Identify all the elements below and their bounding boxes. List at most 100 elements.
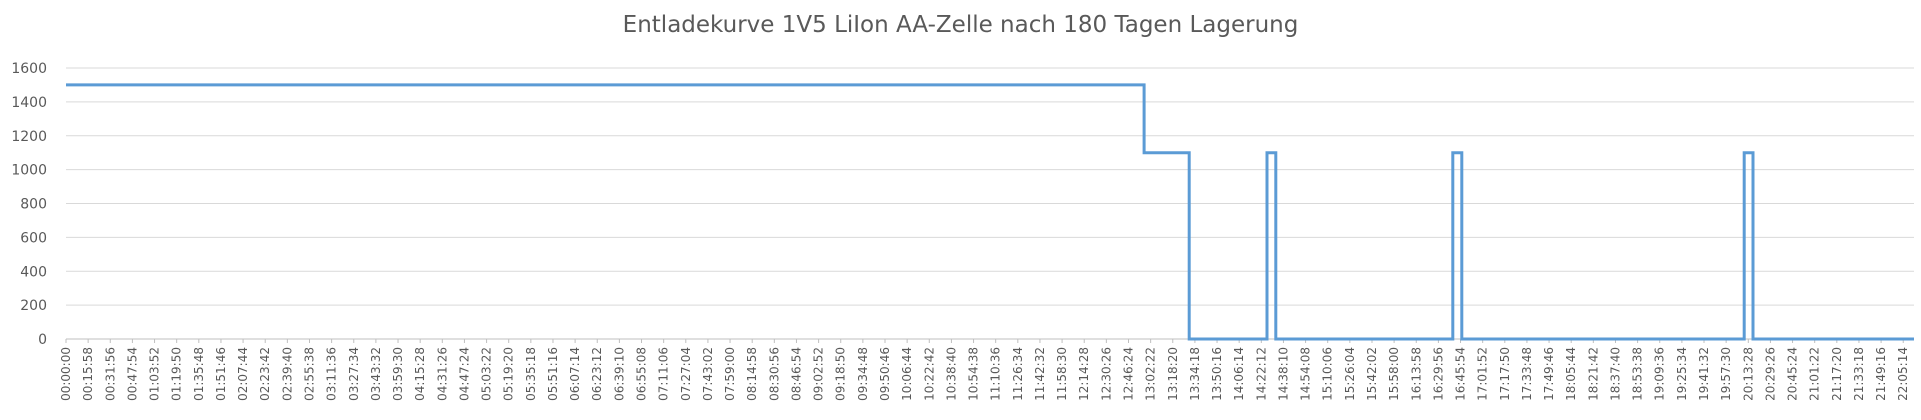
x-tick-label: 21:33:18	[1852, 347, 1866, 401]
x-tick-label: 19:41:32	[1697, 347, 1711, 401]
x-tick-label: 02:07:44	[236, 347, 250, 401]
x-tick-label: 03:11:36	[325, 347, 339, 401]
y-tick-label: 1600	[11, 61, 47, 77]
x-tick-label: 08:46:54	[789, 347, 803, 401]
y-tick-label: 1400	[11, 95, 47, 111]
x-tick-label: 02:39:40	[280, 347, 294, 401]
x-tick-label: 08:14:58	[745, 347, 759, 401]
x-tick-label: 00:15:58	[81, 347, 95, 401]
x-tick-label: 10:06:44	[900, 347, 914, 401]
x-tick-label: 01:03:52	[148, 347, 162, 401]
y-tick-label: 600	[20, 230, 47, 246]
x-tick-label: 15:10:06	[1321, 347, 1335, 401]
x-tick-label: 21:49:16	[1874, 347, 1888, 401]
x-tick-label: 16:13:58	[1409, 347, 1423, 401]
x-tick-label: 11:26:34	[1011, 347, 1025, 401]
y-tick-label: 800	[20, 197, 47, 213]
x-tick-label: 18:53:38	[1631, 347, 1645, 401]
x-tick-label: 13:18:20	[1166, 347, 1180, 401]
x-tick-label: 13:02:22	[1144, 347, 1158, 401]
x-tick-label: 08:30:56	[767, 347, 781, 401]
x-tick-label: 03:27:34	[347, 347, 361, 401]
x-tick-label: 17:01:52	[1476, 347, 1490, 401]
x-tick-label: 04:31:26	[435, 347, 449, 401]
x-tick-label: 06:55:08	[635, 347, 649, 401]
x-tick-label: 20:29:26	[1763, 347, 1777, 401]
x-tick-label: 19:25:34	[1675, 347, 1689, 401]
x-tick-label: 20:13:28	[1741, 347, 1755, 401]
x-tick-label: 19:09:36	[1653, 347, 1667, 401]
x-tick-label: 18:05:44	[1564, 347, 1578, 401]
x-tick-label: 05:35:18	[524, 347, 538, 401]
x-axis-ticks: 00:00:00 00:15:58 00:31:56 00:47:54 01:03:52…	[59, 339, 1910, 401]
y-axis-ticks: 0 200 400 600 800 1000 1200 1400 1600	[11, 61, 47, 348]
x-tick-label: 03:43:32	[369, 347, 383, 401]
x-tick-label: 19:57:30	[1719, 347, 1733, 401]
y-tick-label: 1000	[11, 163, 47, 179]
x-tick-label: 05:03:22	[480, 347, 494, 401]
x-tick-label: 01:35:48	[192, 347, 206, 401]
x-tick-label: 11:10:36	[989, 347, 1003, 401]
x-tick-label: 12:14:28	[1077, 347, 1091, 401]
x-tick-label: 15:26:04	[1343, 347, 1357, 401]
x-tick-label: 04:15:28	[413, 347, 427, 401]
x-tick-label: 00:00:00	[59, 347, 73, 401]
x-tick-label: 02:55:38	[302, 347, 316, 401]
series-layer	[66, 83, 1914, 341]
grid-lines	[66, 67, 1914, 340]
x-tick-label: 16:29:56	[1431, 347, 1445, 401]
x-tick-label: 09:50:46	[878, 347, 892, 401]
y-tick-label: 400	[20, 264, 47, 280]
x-tick-label: 16:45:54	[1454, 347, 1468, 401]
x-tick-label: 10:22:42	[922, 347, 936, 401]
x-tick-label: 14:54:08	[1299, 347, 1313, 401]
x-tick-label: 21:01:22	[1808, 347, 1822, 401]
x-tick-label: 14:22:12	[1254, 347, 1268, 401]
x-tick-label: 11:58:30	[1055, 347, 1069, 401]
x-tick-label: 21:17:20	[1830, 347, 1844, 401]
x-tick-label: 03:59:30	[391, 347, 405, 401]
x-tick-label: 05:19:20	[502, 347, 516, 401]
x-tick-label: 15:58:00	[1387, 347, 1401, 401]
x-tick-label: 07:59:00	[723, 347, 737, 401]
x-tick-label: 22:05:14	[1896, 347, 1910, 401]
x-tick-label: 18:21:42	[1586, 347, 1600, 401]
x-tick-label: 09:34:48	[856, 347, 870, 401]
x-tick-label: 01:51:46	[214, 347, 228, 401]
x-tick-label: 10:54:38	[967, 347, 981, 401]
x-tick-label: 13:50:16	[1210, 347, 1224, 401]
x-tick-label: 01:19:50	[170, 347, 184, 401]
chart-title: Entladekurve 1V5 LiIon AA-Zelle nach 180…	[622, 12, 1299, 38]
x-tick-label: 09:18:50	[834, 347, 848, 401]
x-tick-label: 18:37:40	[1608, 347, 1622, 401]
x-tick-label: 00:47:54	[125, 347, 139, 401]
x-tick-label: 20:45:24	[1786, 347, 1800, 401]
x-tick-label: 07:11:06	[657, 347, 671, 401]
x-tick-label: 14:06:14	[1232, 347, 1246, 401]
y-tick-label: 200	[20, 298, 47, 314]
x-tick-label: 06:39:10	[612, 347, 626, 401]
x-tick-label: 14:38:10	[1276, 347, 1290, 401]
y-tick-label: 1200	[11, 129, 47, 145]
x-tick-label: 12:46:24	[1121, 347, 1135, 401]
x-tick-label: 10:38:40	[944, 347, 958, 401]
x-tick-label: 00:31:56	[103, 347, 117, 401]
x-tick-label: 02:23:42	[258, 347, 272, 401]
x-tick-label: 04:47:24	[457, 347, 471, 401]
x-tick-label: 17:49:46	[1542, 347, 1556, 401]
x-tick-label: 07:27:04	[679, 347, 693, 401]
x-tick-label: 09:02:52	[812, 347, 826, 401]
x-tick-label: 06:23:12	[590, 347, 604, 401]
series-line	[66, 83, 1914, 341]
x-tick-label: 17:17:50	[1498, 347, 1512, 401]
x-tick-label: 15:42:02	[1365, 347, 1379, 401]
x-tick-label: 17:33:48	[1520, 347, 1534, 401]
x-tick-label: 06:07:14	[568, 347, 582, 401]
x-tick-label: 12:30:26	[1099, 347, 1113, 401]
x-tick-label: 13:34:18	[1188, 347, 1202, 401]
y-tick-label: 0	[38, 332, 47, 348]
x-tick-label: 07:43:02	[701, 347, 715, 401]
x-tick-label: 11:42:32	[1033, 347, 1047, 401]
x-tick-label: 05:51:16	[546, 347, 560, 401]
